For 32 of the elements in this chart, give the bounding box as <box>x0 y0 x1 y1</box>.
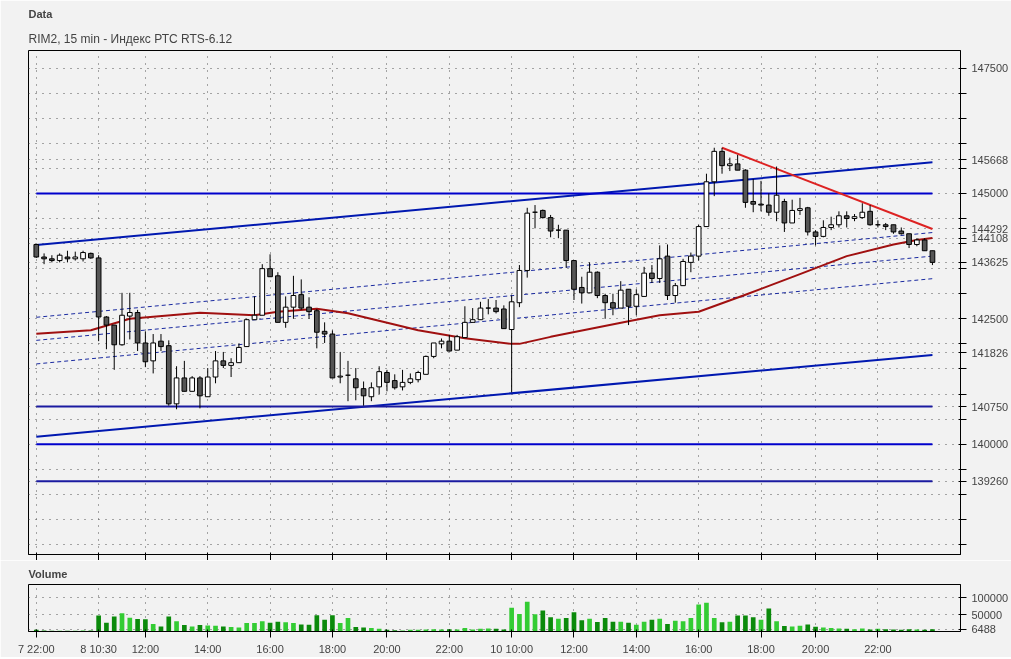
y-tick-label: 143625 <box>971 256 1009 269</box>
y-tick-label: 6488 <box>971 623 996 636</box>
x-tick-label: 14:00 <box>622 642 651 655</box>
chart-title: Data <box>28 7 54 20</box>
y-tick-label: 144108 <box>971 232 1009 245</box>
chart-subtitle: RIM2, 15 min - Индекс РТС RTS-6.12 <box>28 31 233 46</box>
x-tick-label: 10 10:00 <box>490 642 534 655</box>
y-tick-label: 139260 <box>971 475 1009 488</box>
x-tick-label: 16:00 <box>684 642 713 655</box>
x-tick-label: 22:00 <box>864 642 892 655</box>
x-tick-label: 18:00 <box>747 642 775 655</box>
x-tick-label: 20:00 <box>801 642 830 655</box>
chart-title: Volume <box>28 567 68 580</box>
x-tick-label: 20:00 <box>373 642 401 655</box>
y-tick-label: 100000 <box>971 591 1009 604</box>
x-tick-label: 22:00 <box>435 642 464 655</box>
y-tick-label: 140750 <box>971 400 1009 413</box>
x-tick-label: 18:00 <box>318 642 347 655</box>
x-tick-label: 12:00 <box>131 642 160 655</box>
y-tick-label: 140000 <box>971 438 1009 451</box>
x-tick-label: 14:00 <box>193 642 222 655</box>
y-tick-label: 142500 <box>971 312 1009 325</box>
y-tick-label: 50000 <box>971 608 1003 621</box>
x-tick-label: 7 22:00 <box>17 642 55 655</box>
y-tick-label: 145668 <box>971 153 1009 166</box>
x-tick-label: 12:00 <box>560 642 588 655</box>
y-tick-label: 141826 <box>971 346 1009 359</box>
y-tick-label: 144292 <box>971 222 1009 235</box>
x-tick-label: 8 10:30 <box>80 642 117 655</box>
y-tick-label: 147500 <box>971 62 1009 75</box>
y-tick-label: 145000 <box>971 187 1009 200</box>
x-tick-label: 16:00 <box>256 642 284 655</box>
